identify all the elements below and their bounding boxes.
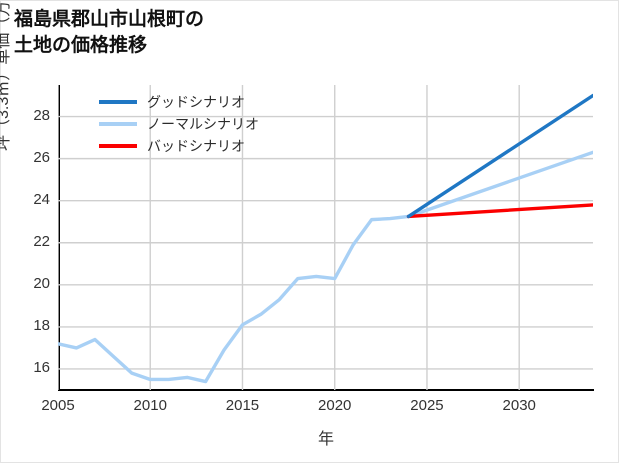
series-line — [406, 93, 593, 219]
y-tick-label: 24 — [33, 190, 50, 208]
x-tick-label: 2030 — [502, 397, 536, 414]
page-title: 福島県郡山市山根町の 土地の価格推移 — [14, 9, 205, 56]
chart-canvas — [58, 85, 593, 390]
x-axis-label: 年 — [317, 431, 334, 448]
chart-legend: グッドシナリオ ノーマルシナリオ バッドシナリオ — [99, 91, 309, 157]
y-tick-label: 26 — [33, 148, 50, 166]
series-line — [406, 150, 593, 219]
plot-area — [58, 85, 593, 390]
legend-label-normal: ノーマルシナリオ — [147, 116, 259, 132]
legend-item: グッドシナリオ — [99, 91, 309, 113]
gridlines — [58, 85, 593, 390]
legend-item: ノーマルシナリオ — [99, 113, 309, 135]
legend-item: バッドシナリオ — [99, 135, 309, 157]
x-tick-label: 2020 — [318, 397, 352, 414]
y-tick-label: 22 — [33, 232, 50, 250]
legend-label-good: グッドシナリオ — [147, 94, 245, 110]
x-tick-label: 2010 — [133, 397, 167, 414]
x-tick-label: 2015 — [225, 397, 260, 414]
series-line — [406, 203, 593, 219]
y-axis-spine — [58, 85, 60, 391]
y-tick-label: 18 — [33, 316, 50, 334]
data-series-group — [58, 93, 593, 384]
y-tick-label: 16 — [33, 358, 50, 376]
x-tick-label: 2005 — [41, 397, 75, 414]
legend-swatch-normal — [99, 122, 137, 126]
series-line — [58, 214, 411, 384]
legend-label-bad: バッドシナリオ — [147, 138, 245, 154]
legend-swatch-bad — [99, 144, 137, 148]
legend-swatch-good — [99, 100, 137, 104]
y-tick-label: 28 — [33, 106, 50, 124]
y-axis-label: 坪（3.3㎡）単価（万円） — [0, 0, 12, 151]
x-tick-label: 2025 — [410, 397, 444, 414]
y-tick-label: 20 — [33, 274, 50, 292]
x-axis-spine — [58, 389, 594, 391]
